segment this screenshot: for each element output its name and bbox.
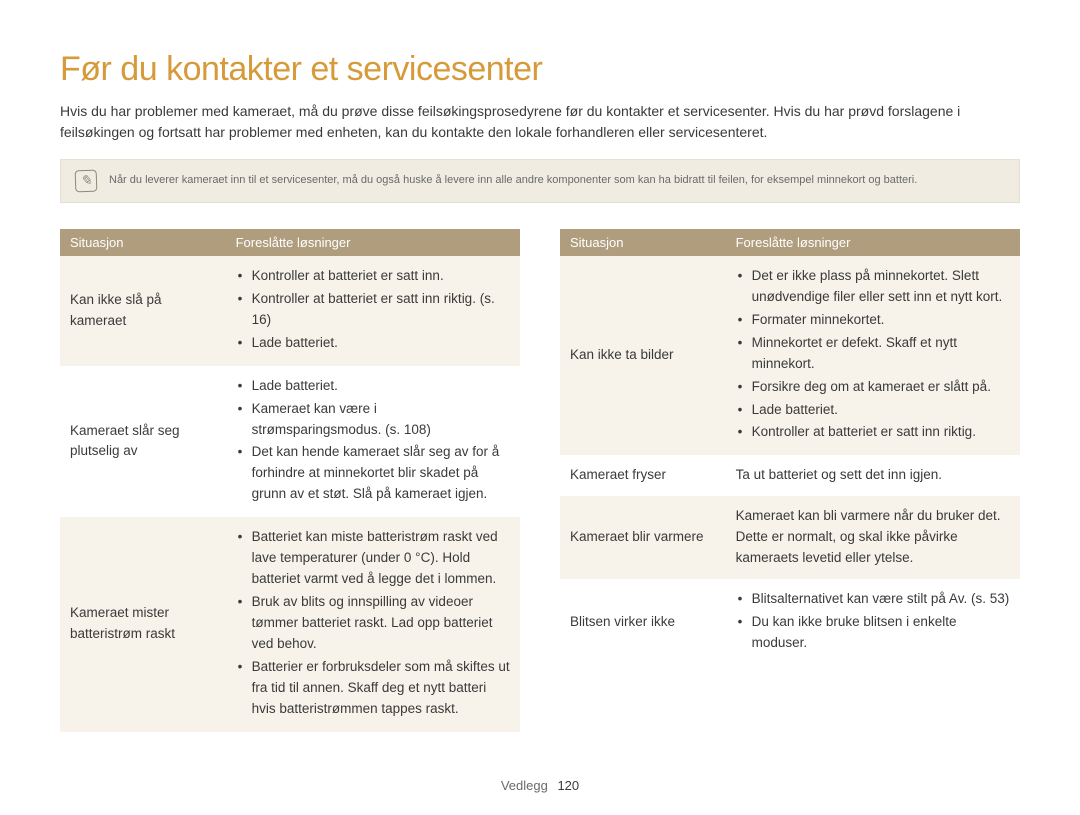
- col-header-situation: Situasjon: [560, 229, 726, 256]
- solution-item: Batterier er forbruksdeler som må skifte…: [236, 657, 510, 720]
- solution-item: Blitsalternativet kan være stilt på Av. …: [736, 589, 1010, 610]
- left-column: Situasjon Foreslåtte løsninger Kan ikke …: [60, 229, 520, 732]
- solution-item: Kameraet kan være i strømsparingsmodus. …: [236, 399, 510, 441]
- solution-item: Det kan hende kameraet slår seg av for å…: [236, 442, 510, 505]
- solution-item: Lade batteriet.: [736, 400, 1010, 421]
- note-icon: ✎: [75, 170, 98, 193]
- solution-list: Lade batteriet.Kameraet kan være i strøm…: [236, 376, 510, 506]
- situation-cell: Kameraet mister batteristrøm raskt: [60, 517, 226, 731]
- situation-cell: Kameraet fryser: [560, 455, 726, 496]
- table-row: Blitsen virker ikke Blitsalternativet kan…: [560, 579, 1020, 666]
- solution-cell: Lade batteriet.Kameraet kan være i strøm…: [226, 366, 520, 518]
- solution-item: Forsikre deg om at kameraet er slått på.: [736, 377, 1010, 398]
- table-row: Kameraet fryser Ta ut batteriet og sett d…: [560, 455, 1020, 496]
- table-row: Kameraet mister batteristrøm rasktBatter…: [60, 517, 520, 731]
- solution-item: Bruk av blits og innspilling av videoer …: [236, 592, 510, 655]
- situation-cell: Kan ikke slå på kameraet: [60, 256, 226, 366]
- solution-cell: Kontroller at batteriet er satt inn.Kont…: [226, 256, 520, 366]
- solution-item: Det er ikke plass på minnekortet. Slett …: [736, 266, 1010, 308]
- situation-cell: Blitsen virker ikke: [560, 579, 726, 666]
- situation-cell: Kameraet slår seg plutselig av: [60, 366, 226, 518]
- solution-item: Kontroller at batteriet er satt inn rikt…: [736, 422, 1010, 443]
- solution-cell: Kameraet kan bli varmere når du bruker d…: [726, 496, 1020, 579]
- col-header-solutions: Foreslåtte løsninger: [226, 229, 520, 256]
- col-header-situation: Situasjon: [60, 229, 226, 256]
- footer-section: Vedlegg: [501, 778, 548, 793]
- solution-item: Minnekortet er defekt. Skaff et nytt min…: [736, 333, 1010, 375]
- solution-item: Kontroller at batteriet er satt inn rikt…: [236, 289, 510, 331]
- page-title: Før du kontakter et servicesenter: [60, 50, 1020, 89]
- solution-cell: Batteriet kan miste batteristrøm raskt v…: [226, 517, 520, 731]
- solution-cell: Ta ut batteriet og sett det inn igjen.: [726, 455, 1020, 496]
- intro-paragraph: Hvis du har problemer med kameraet, må d…: [60, 101, 1020, 143]
- note-text: Når du leverer kameraet inn til et servi…: [109, 173, 917, 188]
- right-column: Situasjon Foreslåtte løsninger Kan ikke …: [560, 229, 1020, 732]
- solution-item: Formater minnekortet.: [736, 310, 1010, 331]
- solution-item: Kontroller at batteriet er satt inn.: [236, 266, 510, 287]
- table-row: Kan ikke ta bilderDet er ikke plass på m…: [560, 256, 1020, 455]
- two-column-layout: Situasjon Foreslåtte løsninger Kan ikke …: [60, 229, 1020, 732]
- solution-list: Batteriet kan miste batteristrøm raskt v…: [236, 527, 510, 719]
- solution-text: Ta ut batteriet og sett det inn igjen.: [736, 465, 1010, 486]
- table-row: Kameraet blir varmereKameraet kan bli va…: [560, 496, 1020, 579]
- solution-cell: Det er ikke plass på minnekortet. Slett …: [726, 256, 1020, 455]
- troubleshoot-table-left: Situasjon Foreslåtte løsninger Kan ikke …: [60, 229, 520, 732]
- situation-cell: Kameraet blir varmere: [560, 496, 726, 579]
- table-row: Kan ikke slå på kameraetKontroller at ba…: [60, 256, 520, 366]
- table-row: Kameraet slår seg plutselig avLade batte…: [60, 366, 520, 518]
- footer-page-number: 120: [557, 778, 579, 793]
- page-content: Før du kontakter et servicesenter Hvis d…: [0, 0, 1080, 732]
- solution-item: Batteriet kan miste batteristrøm raskt v…: [236, 527, 510, 590]
- solution-text: Kameraet kan bli varmere når du bruker d…: [736, 506, 1010, 569]
- solution-list: Kontroller at batteriet er satt inn.Kont…: [236, 266, 510, 354]
- solution-item: Lade batteriet.: [236, 376, 510, 397]
- page-footer: Vedlegg 120: [0, 778, 1080, 793]
- troubleshoot-table-right: Situasjon Foreslåtte løsninger Kan ikke …: [560, 229, 1020, 666]
- note-callout: ✎ Når du leverer kameraet inn til et ser…: [60, 159, 1020, 203]
- solution-item: Lade batteriet.: [236, 333, 510, 354]
- solution-cell: Blitsalternativet kan være stilt på Av. …: [726, 579, 1020, 666]
- situation-cell: Kan ikke ta bilder: [560, 256, 726, 455]
- solution-item: Du kan ikke bruke blitsen i enkelte modu…: [736, 612, 1010, 654]
- col-header-solutions: Foreslåtte løsninger: [726, 229, 1020, 256]
- solution-list: Blitsalternativet kan være stilt på Av. …: [736, 589, 1010, 654]
- solution-list: Det er ikke plass på minnekortet. Slett …: [736, 266, 1010, 443]
